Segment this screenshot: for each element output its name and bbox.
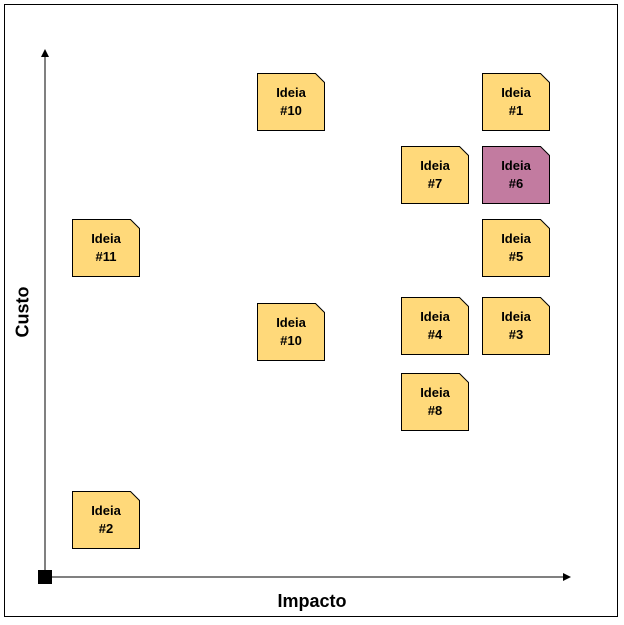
idea-note-label: Ideia: [501, 309, 531, 324]
idea-note-number: #10: [280, 103, 302, 118]
idea-note-6[interactable]: Ideia #6: [482, 146, 550, 204]
idea-note-number: #7: [427, 176, 443, 191]
idea-note-number: #1: [508, 103, 524, 118]
idea-note-label: Ideia: [420, 158, 450, 173]
idea-note-5[interactable]: Ideia #5: [482, 219, 550, 277]
idea-note-8[interactable]: Ideia #8: [401, 373, 469, 431]
idea-note-3[interactable]: Ideia #3: [482, 297, 550, 355]
y-axis-label: Custo: [12, 286, 33, 338]
idea-note-4[interactable]: Ideia #4: [401, 297, 469, 355]
idea-note-number: #10: [280, 333, 302, 348]
idea-note-10a[interactable]: Ideia #10: [257, 73, 325, 131]
idea-note-number: #3: [508, 327, 524, 342]
idea-note-number: #6: [508, 176, 524, 191]
axis-origin-marker: [38, 570, 52, 584]
x-axis-label: Impacto: [277, 591, 347, 611]
idea-note-1[interactable]: Ideia #1: [482, 73, 550, 131]
x-axis-label-wrap: Impacto: [0, 591, 624, 612]
idea-note-number: #2: [98, 521, 114, 536]
idea-note-label: Ideia: [91, 503, 121, 518]
idea-note-label: Ideia: [501, 158, 531, 173]
idea-note-10b[interactable]: Ideia #10: [257, 303, 325, 361]
idea-note-label: Ideia: [420, 309, 450, 324]
diagram-frame: [4, 4, 618, 617]
idea-note-label: Ideia: [501, 85, 531, 100]
idea-note-label: Ideia: [91, 231, 121, 246]
idea-note-label: Ideia: [276, 315, 306, 330]
idea-note-2[interactable]: Ideia #2: [72, 491, 140, 549]
idea-note-11[interactable]: Ideia #11: [72, 219, 140, 277]
idea-note-label: Ideia: [501, 231, 531, 246]
idea-note-7[interactable]: Ideia #7: [401, 146, 469, 204]
idea-note-number: #8: [427, 403, 443, 418]
idea-note-number: #11: [95, 249, 117, 264]
idea-note-label: Ideia: [276, 85, 306, 100]
idea-note-number: #5: [508, 249, 524, 264]
idea-note-label: Ideia: [420, 385, 450, 400]
idea-note-number: #4: [427, 327, 443, 342]
